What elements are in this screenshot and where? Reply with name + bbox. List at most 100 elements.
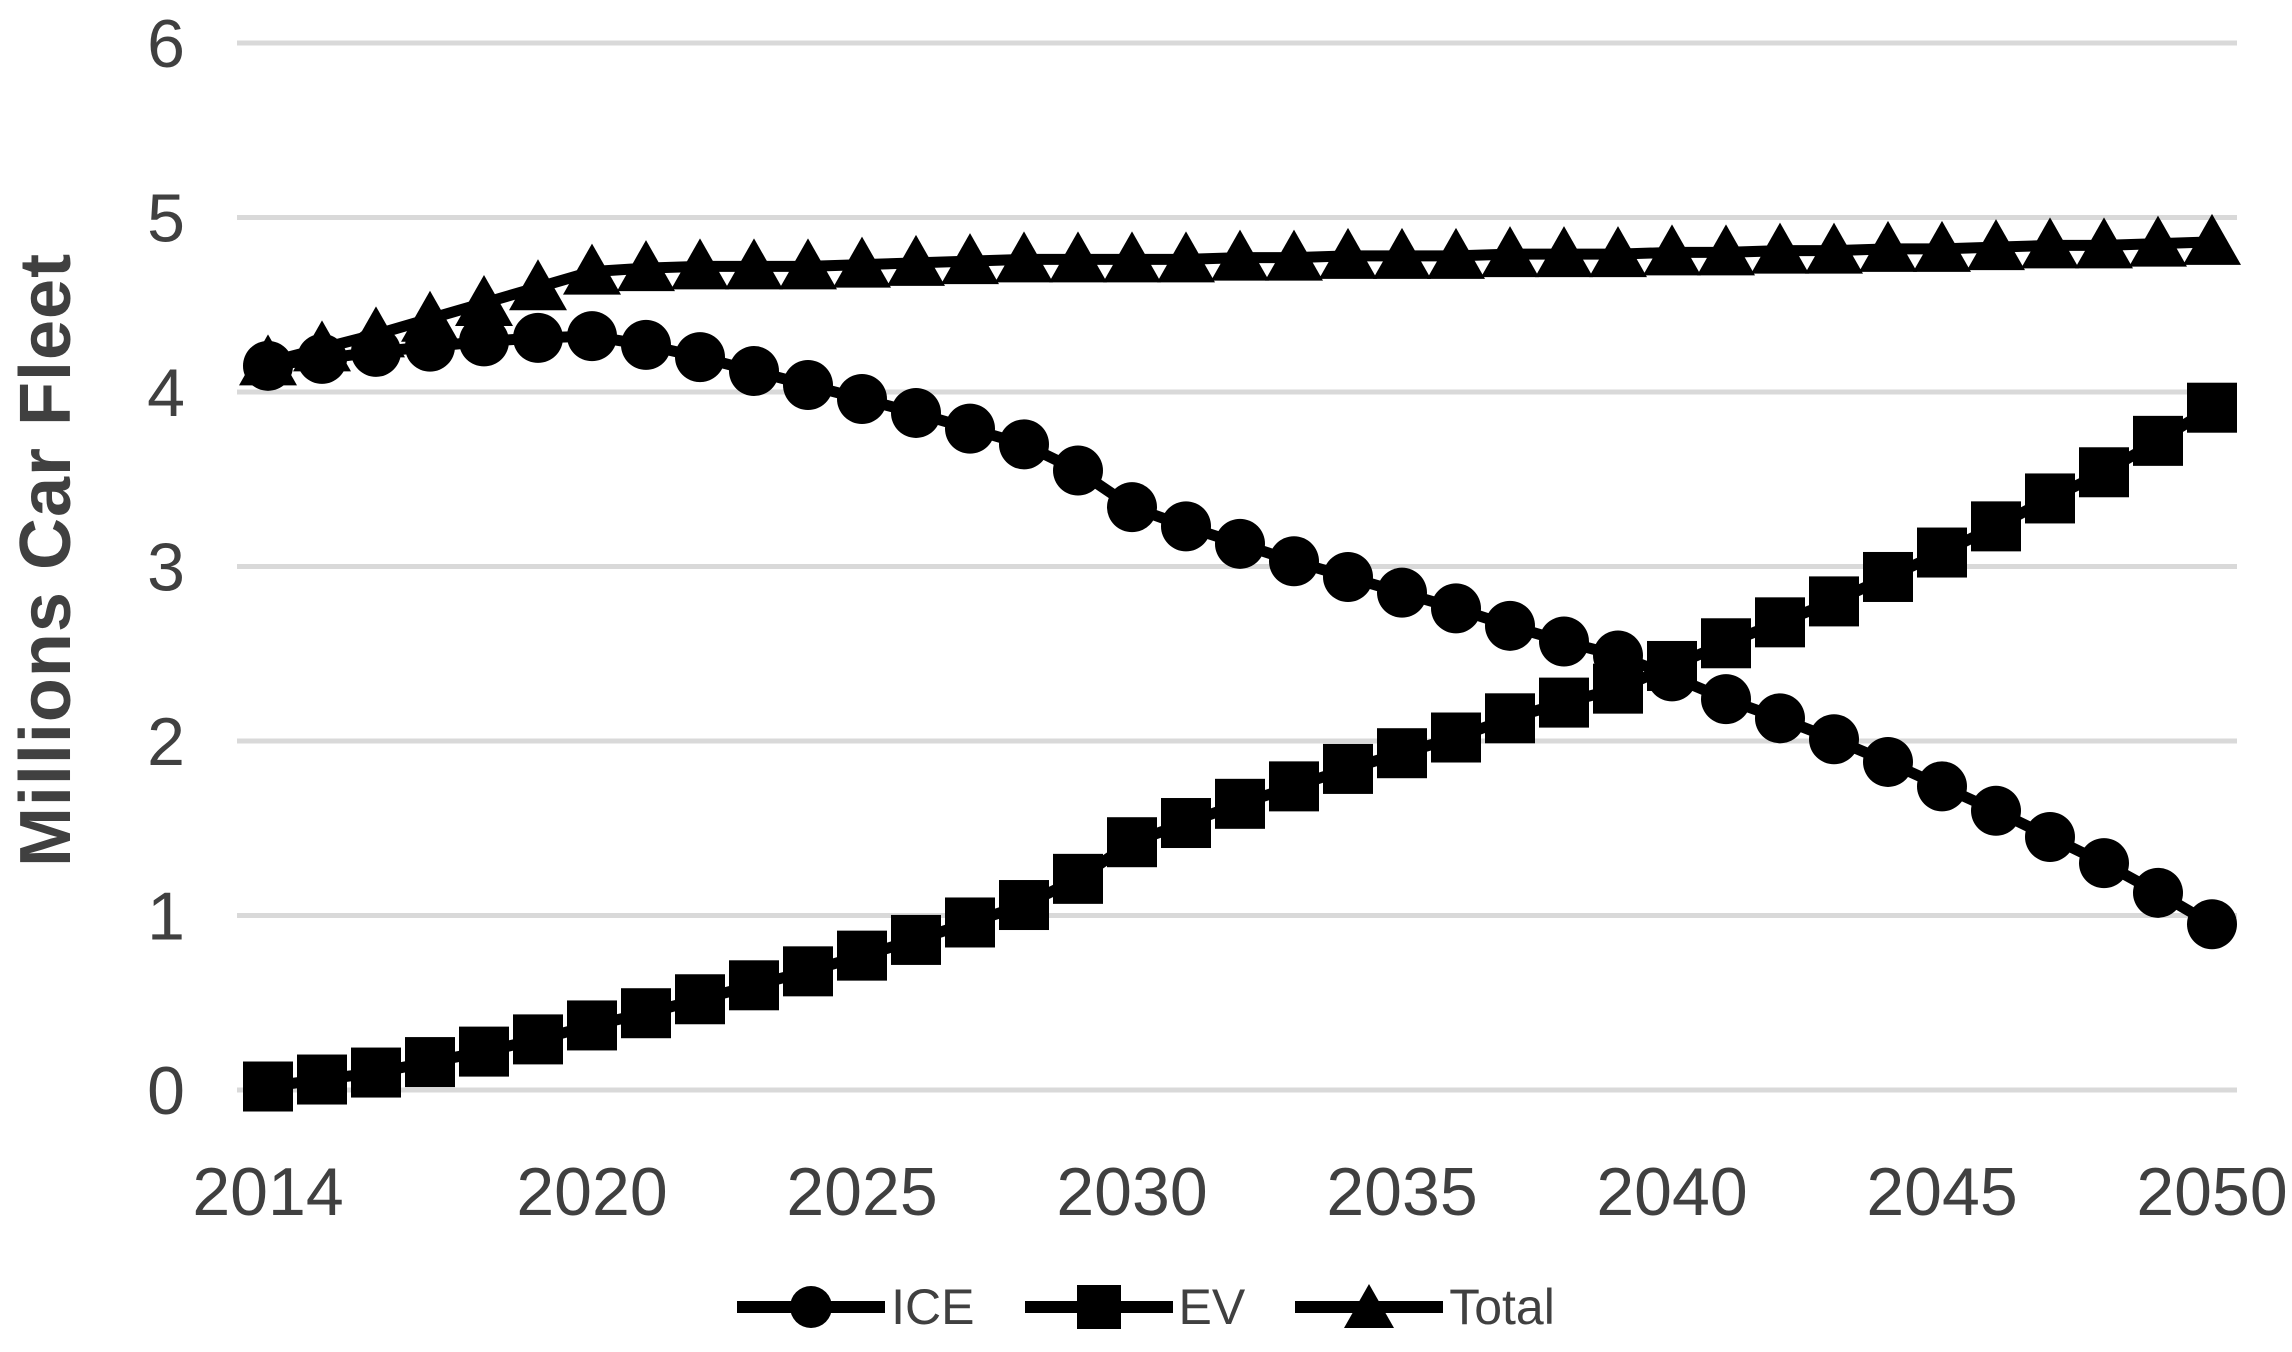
ice-circle-marker bbox=[1431, 583, 1481, 634]
ice-circle-marker bbox=[1755, 693, 1805, 744]
ev-square-marker bbox=[1323, 743, 1373, 794]
ev-square-marker bbox=[1215, 778, 1265, 829]
ev-square-marker bbox=[945, 897, 995, 948]
ice-circle-marker bbox=[729, 346, 779, 397]
x-tick-label: 2020 bbox=[516, 1154, 667, 1230]
total-triangle-marker bbox=[1103, 231, 1161, 283]
total-triangle-marker bbox=[887, 234, 945, 286]
ev-square-marker bbox=[1809, 576, 1859, 627]
ev-square-marker bbox=[1701, 618, 1751, 669]
total-triangle-marker bbox=[1049, 231, 1107, 283]
y-tick-label: 6 bbox=[147, 6, 185, 82]
y-tick-label: 4 bbox=[147, 355, 185, 431]
ice-circle-marker bbox=[567, 311, 617, 362]
ev-square-marker bbox=[2187, 382, 2237, 433]
ev-square-marker bbox=[1107, 817, 1157, 868]
total-triangle-marker bbox=[1535, 226, 1593, 278]
ev-square-marker bbox=[459, 1026, 509, 1077]
ev-square-marker bbox=[1539, 677, 1589, 728]
total-triangle-marker bbox=[1859, 220, 1917, 272]
total-triangle-marker bbox=[1643, 224, 1701, 276]
ev-square-marker bbox=[405, 1037, 455, 1088]
ice-circle-marker bbox=[2133, 867, 2183, 918]
x-tick-label: 2025 bbox=[786, 1154, 937, 1230]
total-triangle-marker bbox=[725, 238, 783, 290]
ev-square-marker bbox=[513, 1014, 563, 1065]
ice-circle-marker bbox=[2187, 899, 2237, 950]
x-tick-label: 2050 bbox=[2136, 1154, 2287, 1230]
ice-circle-marker bbox=[783, 360, 833, 411]
ice-circle-marker bbox=[1485, 600, 1535, 651]
ice-circle-marker bbox=[1053, 445, 1103, 496]
total-triangle-marker bbox=[941, 233, 999, 285]
ice-circle-marker bbox=[1971, 785, 2021, 836]
ev-square-marker bbox=[1161, 798, 1211, 849]
ice-circle-marker bbox=[2025, 811, 2075, 862]
square-marker-icon bbox=[1024, 1279, 1173, 1335]
total-triangle-marker bbox=[455, 275, 513, 327]
ice-circle-marker bbox=[1863, 736, 1913, 787]
ev-square-marker bbox=[351, 1047, 401, 1098]
ice-circle-marker bbox=[1701, 674, 1751, 725]
ev-square-marker bbox=[1377, 728, 1427, 779]
ice-circle-marker bbox=[2079, 838, 2129, 889]
ice-circle-marker bbox=[945, 403, 995, 454]
ice-circle-marker bbox=[1539, 616, 1589, 667]
y-tick-label: 3 bbox=[147, 529, 185, 605]
total-triangle-marker bbox=[1751, 222, 1809, 274]
circle-marker-icon bbox=[737, 1279, 886, 1335]
legend-item-ev: EV bbox=[1024, 1278, 1246, 1336]
total-triangle-marker bbox=[293, 320, 351, 372]
x-tick-label: 2030 bbox=[1056, 1154, 1207, 1230]
ev-square-marker bbox=[891, 914, 941, 965]
ev-square-marker bbox=[2079, 447, 2129, 498]
series-ice-line bbox=[267, 330, 2215, 929]
ev-square-marker bbox=[1971, 501, 2021, 552]
ice-circle-marker bbox=[837, 373, 887, 424]
total-triangle-marker bbox=[563, 243, 621, 295]
ev-square-marker bbox=[243, 1061, 293, 1112]
ev-square-marker bbox=[1863, 551, 1913, 602]
ev-square-marker bbox=[999, 880, 1049, 931]
legend-item-total: Total bbox=[1295, 1278, 1555, 1336]
legend-label-ice: ICE bbox=[891, 1279, 975, 1335]
ice-circle-marker bbox=[1107, 482, 1157, 533]
ice-circle-marker bbox=[1917, 761, 1967, 812]
ev-square-marker bbox=[1485, 693, 1535, 744]
ice-circle-marker bbox=[513, 312, 563, 363]
ice-circle-marker bbox=[675, 332, 725, 383]
ev-square-marker bbox=[297, 1054, 347, 1105]
ice-circle-marker bbox=[1161, 501, 1211, 552]
ice-circle-marker bbox=[1809, 714, 1859, 765]
legend-label-total: Total bbox=[1449, 1279, 1555, 1335]
ev-square-marker bbox=[783, 946, 833, 997]
legend: ICE EV Total bbox=[0, 1278, 2292, 1336]
total-triangle-marker bbox=[2021, 217, 2079, 269]
ev-square-marker bbox=[837, 930, 887, 981]
ev-square-marker bbox=[675, 974, 725, 1025]
ev-square-marker bbox=[1053, 853, 1103, 904]
total-triangle-marker bbox=[347, 306, 405, 358]
total-triangle-marker bbox=[239, 334, 297, 386]
total-triangle-marker bbox=[1427, 227, 1485, 279]
total-triangle-marker bbox=[1265, 229, 1323, 281]
total-triangle-marker bbox=[995, 231, 1053, 283]
total-triangle-marker bbox=[1697, 224, 1755, 276]
ev-square-marker bbox=[1755, 597, 1805, 648]
ice-circle-marker bbox=[1323, 551, 1373, 602]
ice-circle-marker bbox=[999, 419, 1049, 470]
total-triangle-marker bbox=[1211, 229, 1269, 281]
ice-circle-marker bbox=[1215, 518, 1265, 569]
total-triangle-marker bbox=[2075, 217, 2133, 269]
total-triangle-marker bbox=[1913, 220, 1971, 272]
legend-label-ev: EV bbox=[1178, 1279, 1246, 1335]
ev-square-marker bbox=[729, 960, 779, 1011]
total-triangle-marker bbox=[833, 236, 891, 288]
total-triangle-marker bbox=[1589, 226, 1647, 278]
total-triangle-marker bbox=[1481, 226, 1539, 278]
total-triangle-marker bbox=[401, 290, 459, 342]
total-triangle-marker bbox=[1967, 219, 2025, 271]
ev-square-marker bbox=[1917, 527, 1967, 578]
